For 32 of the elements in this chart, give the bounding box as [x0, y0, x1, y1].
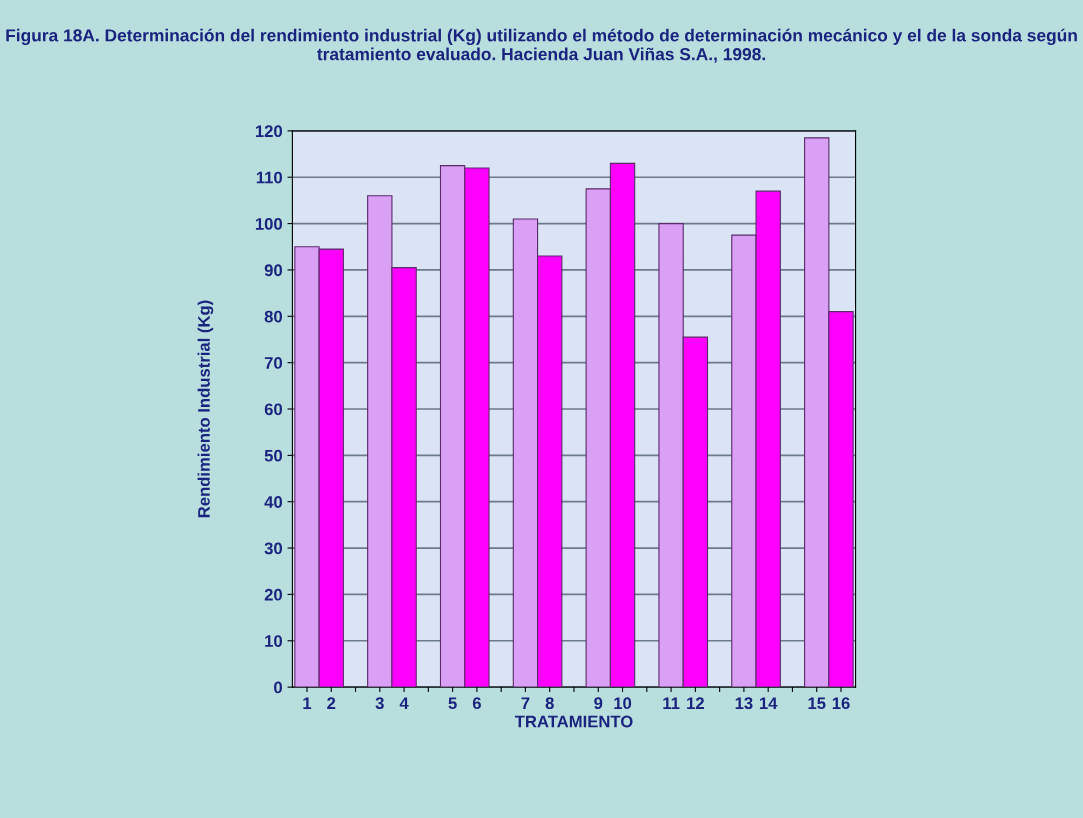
x-tick-label: 2	[327, 697, 336, 709]
y-tick-label: 50	[264, 449, 283, 462]
x-tick-label: 7	[521, 697, 530, 709]
x-tick-label: 15	[808, 697, 826, 710]
x-tick-label: 12	[687, 697, 704, 709]
y-tick-label: 40	[264, 496, 283, 508]
x-tick-label: 14	[759, 697, 778, 709]
x-tick-label: 1	[303, 697, 312, 709]
x-tick-label: 5	[448, 697, 457, 710]
y-tick-label: 90	[264, 264, 283, 277]
chart-title: Figura 18A. Determinación del rendimiento industrial (Kg) utilizando el método de determinación mecánico y el de la sonda según tratamiento evaluado. Hacienda Juan Viñas S.A., 1998.	[6, 28, 1077, 63]
y-tick-label: 70	[264, 357, 283, 369]
y-tick-label: 100	[255, 217, 283, 230]
x-axis-title: TRATAMIENTO	[514, 715, 633, 728]
y-tick-label: 20	[264, 588, 283, 601]
y-tick-label: 30	[264, 542, 283, 555]
y-axis-title: Rendimiento Industrial (Kg)	[197, 300, 214, 518]
x-tick-label: 11	[663, 697, 680, 709]
y-tick-label: 0	[274, 681, 283, 694]
y-tick-label: 10	[265, 635, 283, 647]
y-tick-label: 120	[255, 125, 283, 138]
x-tick-label: 6	[472, 697, 481, 710]
x-tick-label: 9	[594, 697, 603, 710]
x-tick-label: 13	[735, 697, 753, 710]
y-tick-label: 60	[264, 403, 283, 416]
x-tick-label: 3	[375, 697, 384, 710]
x-tick-label: 4	[399, 697, 409, 709]
y-tick-label: 110	[256, 171, 283, 184]
x-tick-label: 8	[545, 697, 554, 710]
y-tick-label: 80	[264, 310, 283, 323]
x-tick-label: 10	[614, 697, 632, 710]
x-tick-label: 16	[832, 697, 850, 710]
